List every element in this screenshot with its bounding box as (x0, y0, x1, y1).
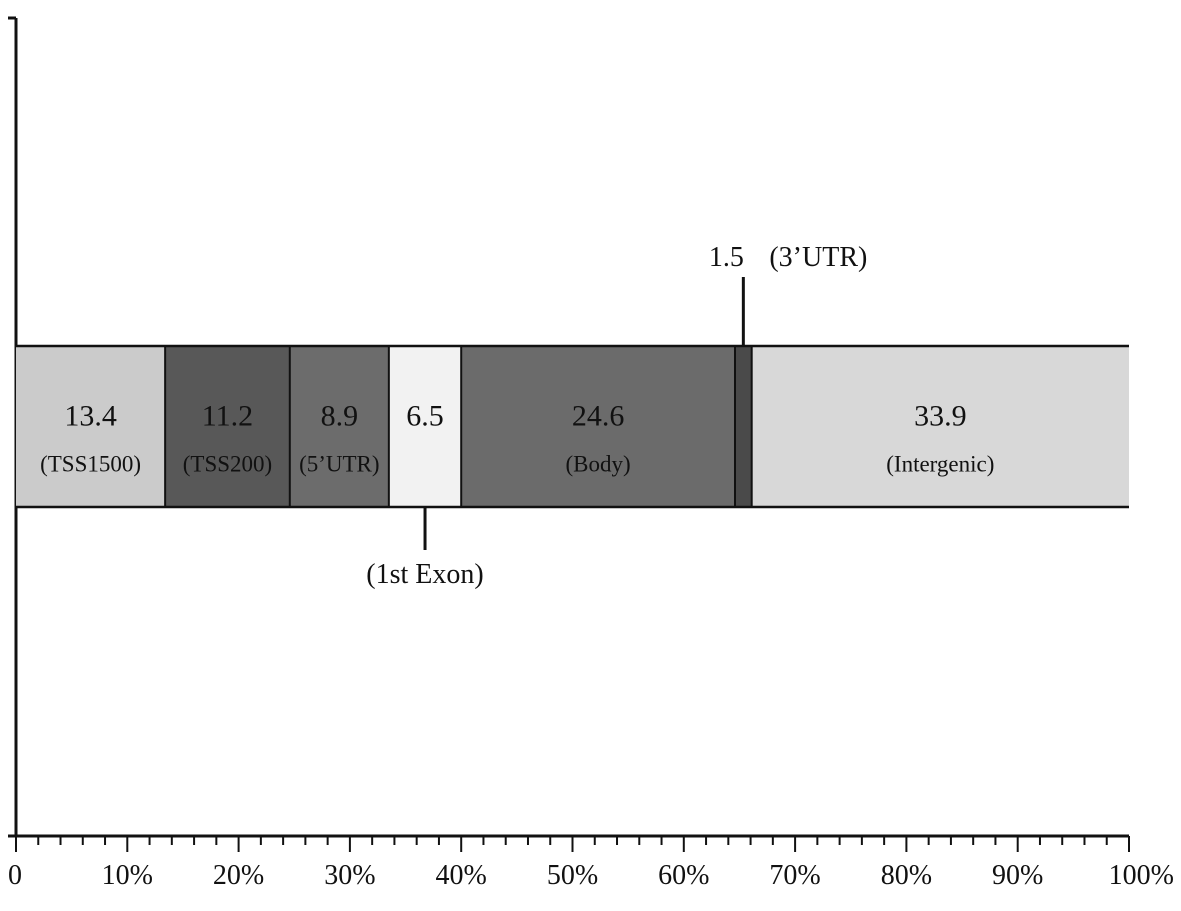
segment-value-label: 33.9 (914, 400, 967, 433)
segment-value-label: 13.4 (64, 400, 117, 433)
bar-segment (165, 346, 290, 507)
segment-category-label: (5’UTR) (299, 452, 379, 477)
segment-category-label: (1st Exon) (366, 559, 483, 590)
bar-segment (289, 346, 389, 507)
segment-value-label: 6.5 (406, 400, 444, 433)
segment-category-label: (3’UTR) (769, 242, 867, 273)
segment-category-label: (Intergenic) (886, 452, 994, 477)
x-tick-label: 80% (881, 860, 932, 891)
segment-category-label: (Body) (566, 452, 631, 477)
x-tick-label: 40% (436, 860, 487, 891)
x-tick-label: 20% (213, 860, 264, 891)
x-tick-label: 60% (658, 860, 709, 891)
segment-value-label: 24.6 (572, 400, 625, 433)
segment-category-label: (TSS200) (183, 452, 272, 477)
segment-value-label: 11.2 (202, 400, 253, 433)
bar-segment (461, 346, 735, 507)
bar-segment (16, 346, 166, 507)
x-tick-label: 100% (1109, 860, 1174, 891)
segment-value-label: 1.5 (709, 242, 744, 273)
segment-category-label: (TSS1500) (40, 452, 141, 477)
bar-segment (388, 346, 462, 507)
x-tick-label: 70% (769, 860, 820, 891)
segment-value-label: 8.9 (321, 400, 359, 433)
bar-annotations: (1st Exon) 1.5 (3’UTR) (366, 242, 867, 590)
x-tick-label: 10% (102, 860, 153, 891)
x-axis-ticks: 0 10% 20% 30% 40% 50% 60% 70% 80% 90% 100% (8, 836, 1174, 891)
x-tick-label: 50% (547, 860, 598, 891)
x-tick-label: 90% (992, 860, 1043, 891)
bar-segments: 13.4 (TSS1500) 11.2 (TSS200) 8.9 (5’UTR) 6.5 24… (16, 344, 1129, 509)
x-tick-label: 0 (8, 860, 22, 891)
bar-segment (751, 346, 1129, 507)
x-tick-label: 30% (324, 860, 375, 891)
bar-segment (734, 346, 752, 507)
